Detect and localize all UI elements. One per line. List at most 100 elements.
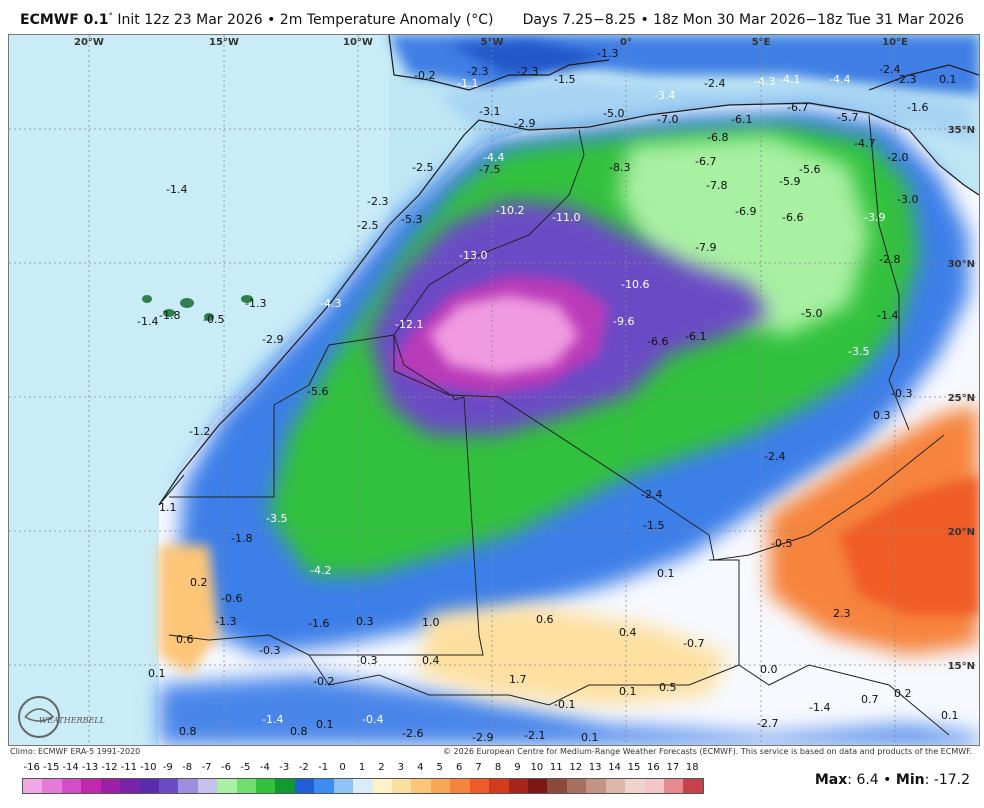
anomaly-value: -5.6 (307, 385, 328, 398)
anomaly-value: -4.1 (779, 73, 800, 86)
anomaly-value: -1.4 (262, 713, 283, 726)
colorbar-tick-label: 11 (549, 762, 563, 773)
anomaly-value: 2.3 (833, 607, 851, 620)
anomaly-value: -2.5 (412, 161, 433, 174)
colorbar-swatch (547, 779, 567, 793)
colorbar-tick-label: 14 (608, 762, 621, 773)
colorbar-swatch (430, 779, 451, 793)
anomaly-value: -2.5 (357, 219, 378, 232)
colorbar-tick-label: 0 (339, 762, 346, 773)
anomaly-value: -4.2 (310, 564, 331, 577)
lat-label: 15°N (948, 661, 975, 672)
anomaly-value: -2.6 (402, 727, 423, 740)
anomaly-value: -3.5 (266, 512, 287, 525)
colorbar-swatch (256, 779, 276, 793)
colorbar-legend: -16 -15 -14 -13 -12 -11 -10 -9 -8 -7 -6 -5 -4 -3 -2 -1 0… (22, 762, 704, 794)
colorbar-swatch (508, 779, 528, 793)
colorbar-swatch (275, 779, 295, 793)
map-canvas[interactable]: 20°W 15°W 10°W 5°W 0° 5°E 10°E 35°N 30°N… (9, 35, 979, 745)
colorbar-tick-label: 3 (397, 762, 405, 773)
anomaly-value: 1.0 (422, 616, 440, 629)
colorbar-swatch (353, 779, 373, 793)
anomaly-value: 0.6 (176, 633, 194, 646)
colorbar-tick-label: -4 (259, 762, 270, 773)
west-coast-warm-area (159, 545, 219, 675)
anomaly-value: -2.8 (879, 253, 900, 266)
anomaly-value: -6.1 (731, 113, 752, 126)
min-value: -17.2 (933, 772, 970, 788)
colorbar-tick-label: 2 (378, 762, 385, 773)
colorbar-swatch (120, 779, 140, 793)
map-panel[interactable]: 20°W 15°W 10°W 5°W 0° 5°E 10°E 35°N 30°N… (8, 34, 980, 746)
anomaly-value: -0.2 (414, 69, 435, 82)
anomaly-value: -1.3 (245, 297, 266, 310)
canary-islands (142, 295, 253, 321)
colorbar-swatch (42, 779, 62, 793)
lon-label: 10°E (882, 37, 908, 48)
anomaly-value: 0.1 (581, 731, 599, 744)
anomaly-value: -6.8 (707, 131, 728, 144)
anomaly-value: -8.3 (609, 161, 630, 174)
climo-note: Climo: ECMWF ERA-5 1991-2020 (10, 747, 141, 756)
colorbar-tick-label: 7 (475, 762, 482, 773)
logo-text: WEATHERBELL (39, 716, 105, 725)
colorbar-swatch (625, 779, 645, 793)
colorbar-swatch (392, 779, 412, 793)
anomaly-value: -6.1 (685, 330, 706, 343)
init-time: Init 12z 23 Mar 2026 (117, 12, 263, 28)
anomaly-value: 0.3 (360, 654, 378, 667)
anomaly-value: -6.9 (735, 205, 756, 218)
colorbar-tick-label: 12 (569, 762, 583, 773)
anomaly-value: -2.3 (517, 65, 538, 78)
anomaly-value: 0.1 (316, 718, 334, 731)
anomaly-value: -1.4 (809, 701, 830, 714)
anomaly-value: -1.6 (308, 617, 329, 630)
colorbar-tick-label: -13 (81, 762, 99, 773)
anomaly-value: -13.0 (459, 249, 487, 262)
anomaly-value: -7.5 (479, 163, 500, 176)
colorbar-tick-label: -15 (42, 762, 60, 773)
colorbar-tick-label: 8 (494, 762, 502, 773)
anomaly-value: -5.6 (799, 163, 820, 176)
colorbar-swatch (644, 779, 664, 793)
anomaly-value: -0.6 (221, 592, 242, 605)
colorbar-tick-label: -12 (101, 762, 118, 773)
anomaly-value: -2.3 (895, 73, 916, 86)
pink-anomaly-peak (429, 295, 579, 375)
colorbar-tick-label: 4 (417, 762, 424, 773)
anomaly-value: -4.3 (320, 297, 341, 310)
anomaly-value: 0.4 (619, 626, 637, 639)
colorbar-swatch (139, 779, 159, 793)
max-label: Max (814, 772, 848, 788)
anomaly-value: -7.0 (657, 113, 678, 126)
anomaly-value: 0.3 (356, 615, 374, 628)
colorbar-swatch (294, 779, 315, 793)
lon-label: 0° (620, 37, 632, 48)
colorbar-tick-label: -10 (140, 762, 157, 773)
colorbar-swatch (683, 779, 703, 793)
anomaly-value: -5.9 (779, 175, 800, 188)
anomaly-value: -1.5 (643, 519, 664, 532)
country-borders (158, 114, 950, 736)
colorbar-swatch (663, 779, 684, 793)
colorbar-tick-label: 18 (685, 762, 699, 773)
anomaly-value-labels: -0.2 -2.3 -2.3 -1.5 -1.3 -1.1 0.1 -2.4 -… (137, 47, 959, 744)
anomaly-value: 0.4 (422, 654, 440, 667)
model-name: ECMWF 0.1 (20, 12, 109, 28)
colorbar-tick-label: 13 (588, 762, 602, 773)
max-min-readout: Max: 6.4 • Min: -17.2 (814, 772, 970, 788)
separator-dot: • (883, 772, 892, 788)
anomaly-value: -3.5 (848, 345, 869, 358)
colorbar-tick-label: 16 (647, 762, 660, 773)
anomaly-value: -1.2 (189, 425, 210, 438)
lon-label: 20°W (74, 37, 104, 48)
colorbar-swatch (450, 779, 470, 793)
colorbar-swatch (586, 779, 606, 793)
lat-label: 20°N (948, 527, 975, 538)
anomaly-value: -2.0 (887, 151, 908, 164)
colorbar-labels: -16 -15 -14 -13 -12 -11 -10 -9 -8 -7 -6 -5 -4 -3 -2 -1 0… (22, 762, 702, 776)
colorbar-tick-label: -3 (279, 762, 290, 773)
colorbar-tick-label: -1 (318, 762, 329, 773)
anomaly-value: -7.8 (706, 179, 727, 192)
colorbar-tick-label: -16 (23, 762, 40, 773)
